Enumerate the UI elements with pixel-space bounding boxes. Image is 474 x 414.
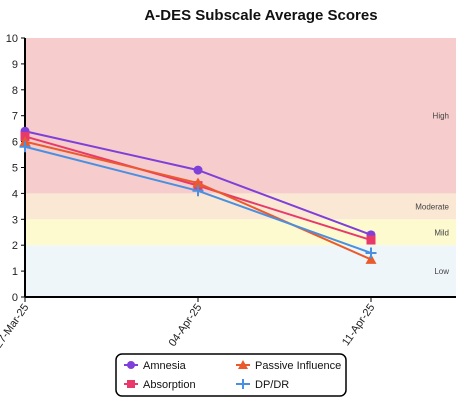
y-tick-label: 9 [12,59,18,71]
series-lines [19,126,377,264]
chart-title: A-DES Subscale Average Scores [144,7,377,24]
y-tick-label: 4 [12,188,18,200]
band-label-moderate: Moderate [415,202,449,211]
y-tick-label: 3 [12,214,18,226]
x-tick-label: 04-Apr-25 [167,302,205,349]
y-tick-label: 7 [12,111,18,123]
legend-label-dp-dr: DP/DR [255,379,289,391]
legend-marker-absorption [127,380,135,388]
y-tick-label: 0 [12,292,18,304]
band-label-high: High [433,112,449,121]
data-point-passive-influence [192,177,204,188]
legend-marker-amnesia [127,361,135,369]
x-tick-label: 27-Mar-25 [0,302,31,350]
y-tick-label: 6 [12,137,18,149]
legend-label-passive-influence: Passive Influence [255,360,341,372]
legend-box [115,353,347,397]
y-tick-label: 8 [12,85,18,97]
band-mild [25,219,456,246]
data-point-passive-influence [365,253,377,264]
data-point-dp-dr [19,141,31,153]
band-label-mild: Mild [434,228,449,237]
risk-bands: Low Mild Moderate High [25,38,456,297]
band-low [25,245,456,297]
y-tick-label: 5 [12,163,18,175]
y-tick-label: 10 [6,33,18,45]
data-point-amnesia [193,165,203,175]
data-point-passive-influence [19,136,31,146]
data-point-dp-dr [365,247,377,259]
y-tick-label: 2 [12,240,18,252]
data-point-dp-dr [192,185,204,197]
legend-label-absorption: Absorption [143,379,196,391]
legend: Amnesia Absorption Passive Influence DP/DR [115,353,347,397]
band-high [25,38,456,194]
legend-marker-passive-influence [238,360,248,369]
legend-marker-dp-dr [238,379,248,389]
data-point-absorption [366,235,376,245]
band-label-low: Low [434,267,449,276]
legend-label-amnesia: Amnesia [143,360,187,372]
y-tick-label: 1 [12,266,18,278]
x-tick-label: 11-Apr-25 [340,302,377,348]
